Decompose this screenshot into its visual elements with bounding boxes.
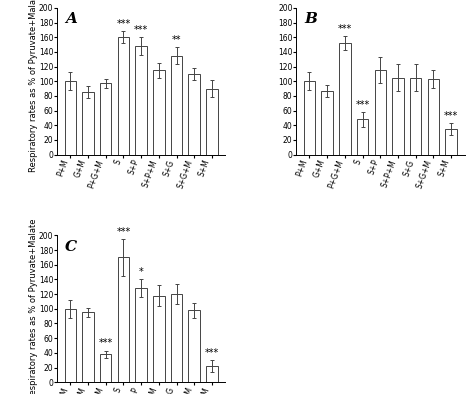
Bar bbox=[206, 89, 218, 155]
Bar bbox=[82, 312, 94, 382]
Text: *: * bbox=[139, 267, 144, 277]
Bar bbox=[100, 84, 111, 155]
Bar bbox=[118, 257, 129, 382]
Bar bbox=[153, 296, 164, 382]
Bar bbox=[428, 79, 439, 155]
Bar bbox=[357, 119, 368, 155]
Bar bbox=[171, 56, 182, 155]
Text: A: A bbox=[65, 12, 77, 26]
Bar bbox=[304, 81, 315, 155]
Bar bbox=[100, 354, 111, 382]
Bar bbox=[410, 78, 421, 155]
Bar bbox=[136, 288, 147, 382]
Text: ***: *** bbox=[444, 111, 458, 121]
Y-axis label: Respiratory rates as % of Pyruvate+Malate: Respiratory rates as % of Pyruvate+Malat… bbox=[28, 218, 37, 394]
Bar bbox=[153, 70, 164, 155]
Text: ***: *** bbox=[134, 25, 148, 35]
Bar bbox=[171, 294, 182, 382]
Text: **: ** bbox=[172, 35, 181, 45]
Text: ***: *** bbox=[116, 227, 130, 237]
Text: ***: *** bbox=[338, 24, 352, 33]
Text: B: B bbox=[304, 12, 318, 26]
Bar bbox=[118, 37, 129, 155]
Bar bbox=[374, 70, 386, 155]
Bar bbox=[82, 92, 94, 155]
Bar bbox=[446, 129, 457, 155]
Bar bbox=[189, 310, 200, 382]
Text: ***: *** bbox=[356, 100, 370, 110]
Bar bbox=[392, 78, 404, 155]
Text: ***: *** bbox=[205, 348, 219, 358]
Text: C: C bbox=[65, 240, 77, 254]
Bar bbox=[321, 91, 333, 155]
Bar bbox=[136, 46, 147, 155]
Y-axis label: Respiratory rates as % of Pyruvate+Malate: Respiratory rates as % of Pyruvate+Malat… bbox=[28, 0, 37, 172]
Bar bbox=[206, 366, 218, 382]
Bar bbox=[189, 74, 200, 155]
Bar bbox=[64, 81, 76, 155]
Bar bbox=[64, 309, 76, 382]
Text: ***: *** bbox=[99, 338, 113, 348]
Text: ***: *** bbox=[116, 19, 130, 29]
Bar bbox=[339, 43, 351, 155]
